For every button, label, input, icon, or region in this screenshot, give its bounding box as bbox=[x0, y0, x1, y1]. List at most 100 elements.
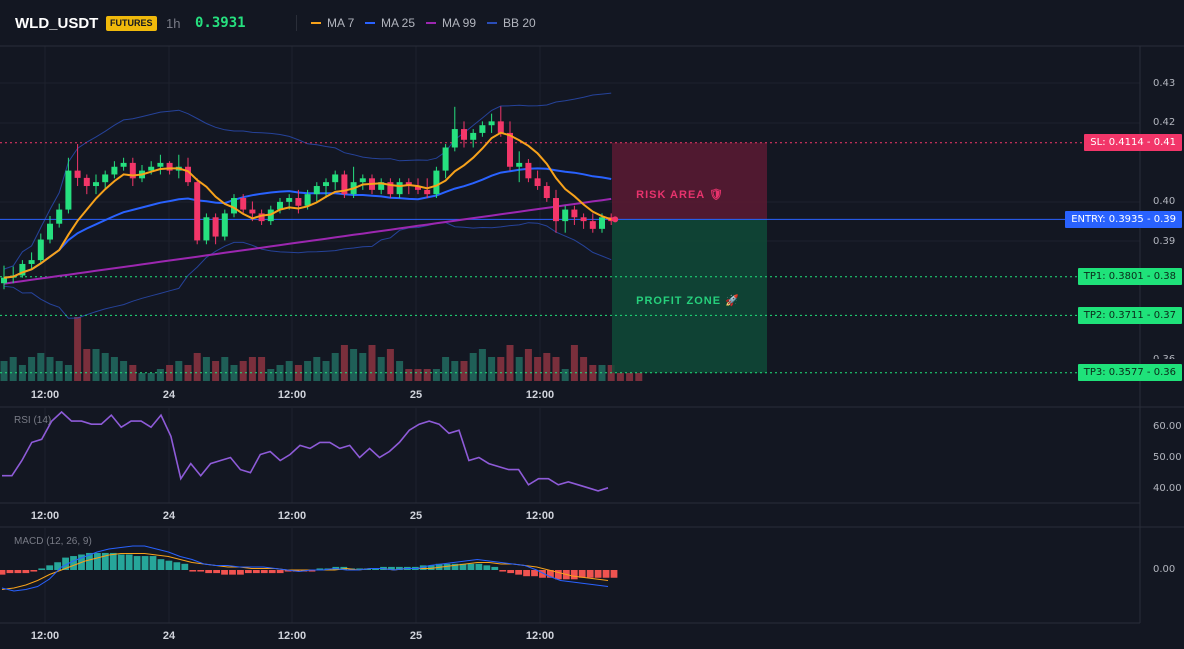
candle-body bbox=[111, 166, 118, 175]
legend-ma7-label: MA 7 bbox=[327, 16, 355, 30]
volume-bar bbox=[626, 373, 634, 381]
candle-body bbox=[286, 198, 293, 202]
macd-histogram-bar bbox=[610, 570, 618, 578]
risk-area-box bbox=[612, 142, 767, 220]
macd-histogram-bar bbox=[547, 570, 554, 578]
shield-icon: 🛡 bbox=[708, 189, 724, 201]
legend-bb20-label: BB 20 bbox=[503, 16, 536, 30]
volume-bar bbox=[469, 353, 477, 381]
volume-bar bbox=[423, 369, 431, 381]
legend-ma99-label: MA 99 bbox=[442, 16, 477, 30]
macd-histogram-bar bbox=[268, 570, 276, 574]
candle-body bbox=[580, 217, 587, 222]
volume-bar bbox=[377, 357, 385, 381]
candle-body bbox=[185, 166, 191, 183]
candle-body bbox=[323, 182, 329, 187]
macd-histogram-bar bbox=[221, 570, 228, 575]
volume-bar bbox=[267, 369, 275, 381]
candle-body bbox=[534, 178, 541, 187]
candle-body bbox=[313, 186, 320, 195]
candle-body bbox=[19, 263, 26, 276]
candle-body bbox=[129, 162, 136, 179]
legend-ma99[interactable]: MA 99 bbox=[426, 16, 476, 30]
volume-bar bbox=[396, 361, 404, 381]
macd-histogram-bar bbox=[523, 570, 530, 577]
symbol-name[interactable]: WLD_USDT bbox=[15, 15, 99, 32]
candle-body bbox=[396, 182, 403, 195]
volume-bar bbox=[616, 373, 624, 381]
macd-histogram-bar bbox=[70, 556, 77, 570]
candle-body bbox=[562, 209, 569, 222]
macd-histogram-bar bbox=[125, 554, 133, 570]
candle-body bbox=[553, 198, 559, 222]
macd-histogram-bar bbox=[586, 570, 594, 578]
macd-histogram-bar bbox=[213, 570, 220, 574]
volume-bar bbox=[129, 365, 137, 381]
candle-body bbox=[93, 182, 99, 187]
candle-body bbox=[148, 166, 155, 171]
time-tick: 12:00 bbox=[525, 630, 555, 642]
volume-bar bbox=[506, 345, 514, 381]
macd-histogram-bar bbox=[308, 570, 316, 572]
volume-bar bbox=[313, 357, 321, 381]
volume-bar bbox=[156, 369, 164, 381]
rsi-title: RSI (14) bbox=[14, 415, 52, 426]
candle-body bbox=[543, 186, 550, 199]
macd-histogram-bar bbox=[237, 570, 244, 575]
legend-ma25[interactable]: MA 25 bbox=[365, 16, 415, 30]
last-price: 0.3931 bbox=[195, 15, 246, 31]
candle-body bbox=[194, 182, 201, 241]
volume-bar bbox=[248, 357, 256, 381]
macd-histogram-bar bbox=[276, 570, 284, 574]
macd-histogram-bar bbox=[157, 559, 165, 570]
macd-histogram-bar bbox=[189, 570, 197, 572]
time-tick: 12:00 bbox=[277, 389, 307, 401]
macd-histogram-bar bbox=[101, 552, 109, 570]
volume-bar bbox=[0, 361, 8, 381]
macd-histogram-bar bbox=[570, 570, 578, 580]
volume-bar bbox=[9, 357, 17, 381]
volume-bar bbox=[46, 357, 54, 381]
macd-histogram-bar bbox=[443, 563, 451, 570]
macd-histogram-bar bbox=[467, 563, 475, 570]
legend-ma25-label: MA 25 bbox=[381, 16, 416, 30]
candle-body bbox=[56, 209, 63, 224]
time-tick: 25 bbox=[409, 630, 423, 642]
legend-bb20[interactable]: BB 20 bbox=[487, 16, 536, 30]
price-tick: 0.36 bbox=[1153, 354, 1176, 365]
macd-histogram-bar bbox=[173, 562, 181, 570]
chart-header: WLD_USDT FUTURES 1h 0.3931 MA 7 MA 25 MA… bbox=[0, 0, 1184, 46]
volume-bar bbox=[258, 357, 266, 381]
volume-bar bbox=[405, 369, 413, 381]
candle-body bbox=[37, 239, 44, 261]
candle-body bbox=[424, 189, 431, 195]
macd-histogram-bar bbox=[133, 556, 141, 570]
volume-bar bbox=[534, 357, 542, 381]
candle-body bbox=[488, 121, 495, 126]
legend-ma7[interactable]: MA 7 bbox=[311, 16, 354, 30]
macd-histogram-bar bbox=[459, 563, 467, 570]
candle-body bbox=[470, 132, 477, 140]
time-tick: 25 bbox=[409, 389, 423, 401]
macd-histogram-bar bbox=[229, 570, 236, 575]
volume-bar bbox=[304, 361, 312, 381]
volume-bar bbox=[386, 349, 394, 381]
volume-bar bbox=[515, 357, 523, 381]
risk-area-label: RISK AREA 🛡 bbox=[636, 189, 724, 201]
volume-bar bbox=[331, 353, 339, 381]
legend-ma7-swatch bbox=[311, 22, 321, 24]
volume-bar bbox=[37, 353, 45, 381]
macd-histogram-bar bbox=[260, 570, 268, 574]
volume-bar bbox=[589, 365, 597, 381]
ma99-line bbox=[3, 197, 612, 285]
time-tick: 12:00 bbox=[30, 389, 60, 401]
bb-lower-line bbox=[3, 221, 612, 319]
volume-bar bbox=[368, 345, 376, 381]
timeframe-button[interactable]: 1h bbox=[166, 16, 181, 31]
macd-histogram-bar bbox=[117, 554, 125, 570]
rsi-tick: 60.00 bbox=[1153, 421, 1182, 432]
candle-body bbox=[304, 194, 311, 206]
macd-histogram-bar bbox=[554, 570, 562, 580]
candle-body bbox=[221, 213, 228, 237]
